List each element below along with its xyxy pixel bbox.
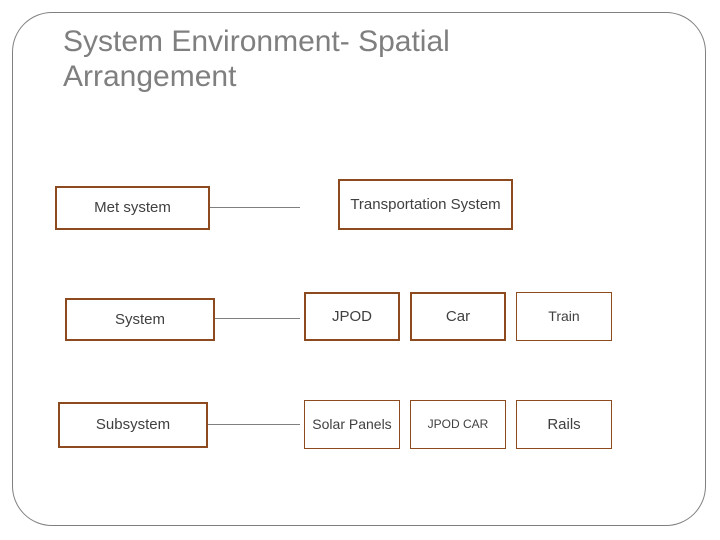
box-label: Train (548, 308, 579, 324)
box-train: Train (516, 292, 612, 341)
box-jpod-car: JPOD CAR (410, 400, 506, 449)
box-system: System (65, 298, 215, 341)
connector-1 (210, 207, 300, 208)
box-label: JPOD (332, 308, 372, 325)
box-label: Subsystem (96, 416, 170, 433)
box-label: Met system (94, 199, 171, 216)
connector-3 (208, 424, 300, 425)
box-met-system: Met system (55, 186, 210, 230)
box-label: Rails (547, 416, 580, 433)
box-solar-panels: Solar Panels (304, 400, 400, 449)
box-car: Car (410, 292, 506, 341)
box-label: Solar Panels (312, 416, 391, 432)
slide-title: System Environment- Spatial Arrangement (63, 24, 623, 95)
connector-2 (215, 318, 300, 319)
box-label: Car (446, 308, 470, 325)
box-label: Transportation System (350, 196, 500, 213)
box-rails: Rails (516, 400, 612, 449)
box-jpod: JPOD (304, 292, 400, 341)
box-label: JPOD CAR (428, 418, 489, 432)
box-subsystem: Subsystem (58, 402, 208, 448)
box-label: System (115, 311, 165, 328)
box-transportation-system: Transportation System (338, 179, 513, 230)
